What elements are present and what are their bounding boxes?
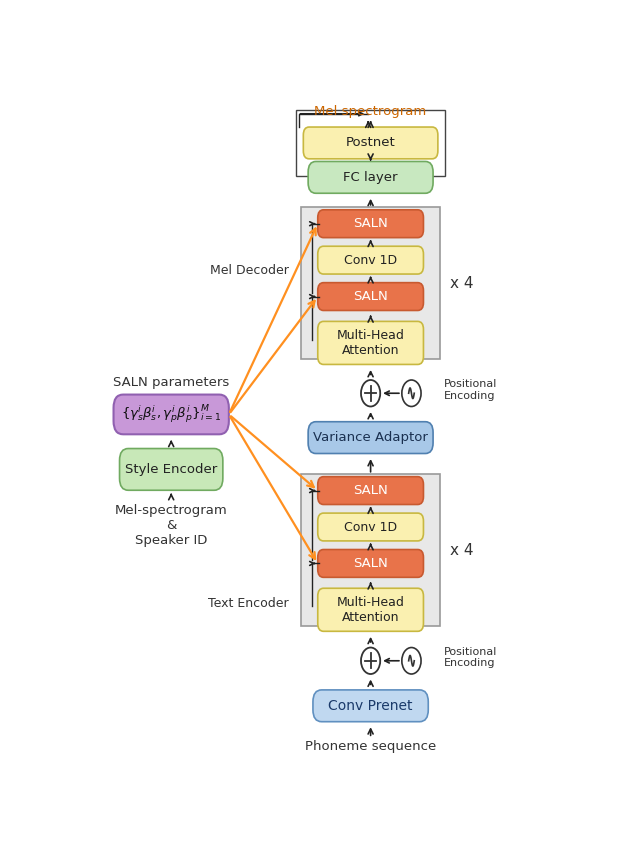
FancyBboxPatch shape — [308, 162, 433, 194]
FancyBboxPatch shape — [317, 283, 423, 310]
FancyBboxPatch shape — [313, 690, 428, 722]
Bar — [301, 207, 440, 359]
Text: Phoneme sequence: Phoneme sequence — [305, 740, 436, 753]
Text: SALN: SALN — [353, 557, 388, 570]
Text: Variance Adaptor: Variance Adaptor — [313, 431, 428, 444]
FancyBboxPatch shape — [308, 421, 433, 453]
Text: Postnet: Postnet — [346, 137, 396, 150]
Text: Conv Prenet: Conv Prenet — [329, 699, 413, 713]
Circle shape — [361, 380, 380, 407]
FancyBboxPatch shape — [317, 246, 423, 274]
FancyBboxPatch shape — [317, 513, 423, 541]
Text: Conv 1D: Conv 1D — [344, 254, 397, 267]
FancyBboxPatch shape — [317, 550, 423, 577]
Text: Multi-Head
Attention: Multi-Head Attention — [337, 329, 404, 357]
Text: Mel Decoder: Mel Decoder — [210, 263, 289, 277]
Text: SALN parameters: SALN parameters — [113, 376, 229, 389]
Text: SALN: SALN — [353, 290, 388, 303]
Text: Positional
Encoding: Positional Encoding — [444, 647, 497, 668]
Text: x 4: x 4 — [450, 543, 474, 557]
Text: SALN: SALN — [353, 218, 388, 230]
FancyBboxPatch shape — [317, 476, 423, 505]
Circle shape — [361, 648, 380, 674]
FancyBboxPatch shape — [317, 322, 423, 365]
Text: $\{\gamma_s^i \beta_s^i, \gamma_p^i \beta_p^i\}_{i=1}^M$: $\{\gamma_s^i \beta_s^i, \gamma_p^i \bet… — [121, 403, 221, 426]
Text: Positional
Encoding: Positional Encoding — [444, 379, 497, 401]
Circle shape — [402, 380, 421, 407]
FancyBboxPatch shape — [120, 449, 223, 490]
Text: Mel spectrogram: Mel spectrogram — [314, 105, 427, 118]
Text: FC layer: FC layer — [343, 171, 398, 184]
Text: Style Encoder: Style Encoder — [125, 463, 218, 476]
FancyBboxPatch shape — [303, 127, 438, 159]
Text: Conv 1D: Conv 1D — [344, 520, 397, 533]
Bar — [301, 474, 440, 626]
Bar — [296, 110, 445, 176]
Text: SALN: SALN — [353, 484, 388, 497]
Text: Mel-spectrogram
&
Speaker ID: Mel-spectrogram & Speaker ID — [115, 504, 228, 547]
FancyBboxPatch shape — [113, 395, 229, 434]
FancyBboxPatch shape — [317, 588, 423, 631]
FancyBboxPatch shape — [317, 210, 423, 237]
Text: Text Encoder: Text Encoder — [208, 597, 289, 610]
Text: x 4: x 4 — [450, 276, 474, 291]
Text: Multi-Head
Attention: Multi-Head Attention — [337, 596, 404, 623]
Circle shape — [402, 648, 421, 674]
